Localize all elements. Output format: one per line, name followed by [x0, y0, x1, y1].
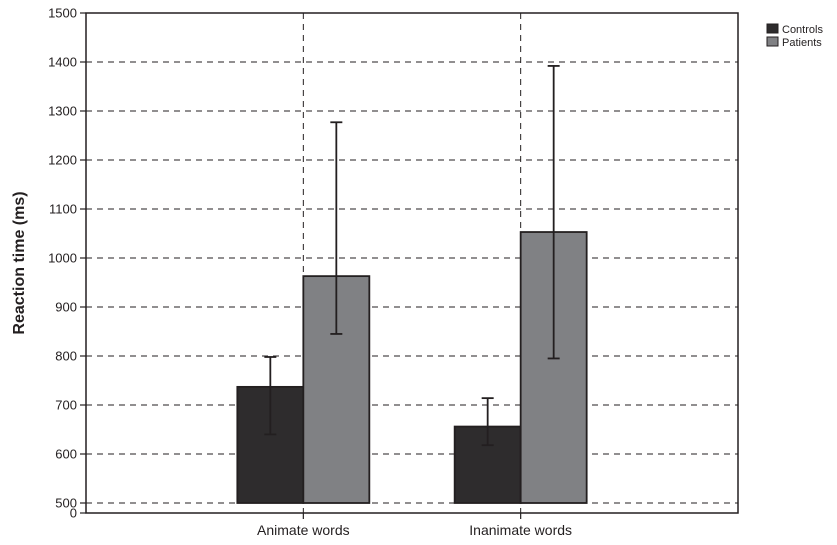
- y-tick-label: 0: [70, 506, 77, 521]
- bars: [236, 231, 588, 504]
- y-tick-label: 700: [55, 398, 77, 413]
- plot-frame: [85, 12, 739, 514]
- y-tick-label: 1500: [48, 6, 77, 21]
- y-tick-label: 900: [55, 300, 77, 315]
- y-tick-label: 1300: [48, 104, 77, 119]
- y-tick-label: 600: [55, 447, 77, 462]
- grid-lines: [86, 13, 738, 513]
- y-tick-label: 1200: [48, 153, 77, 168]
- y-tick-label: 1400: [48, 55, 77, 70]
- x-axis-categories: Animate words Inanimate words: [257, 513, 572, 538]
- legend-swatch-controls: [766, 23, 779, 34]
- y-tick-label: 500: [55, 496, 77, 511]
- x-category-label: Inanimate words: [469, 522, 572, 538]
- error-bars: [264, 65, 560, 447]
- y-tick-label: 1000: [48, 251, 77, 266]
- legend-label: Controls: [782, 24, 823, 36]
- legend-label: Patients: [782, 37, 822, 49]
- y-tick-label: 1100: [49, 202, 77, 217]
- legend-swatch-patients: [766, 36, 779, 47]
- x-category-label: Animate words: [257, 522, 350, 538]
- y-axis-title: Reaction time (ms): [11, 191, 28, 334]
- y-tick-label: 800: [55, 349, 77, 364]
